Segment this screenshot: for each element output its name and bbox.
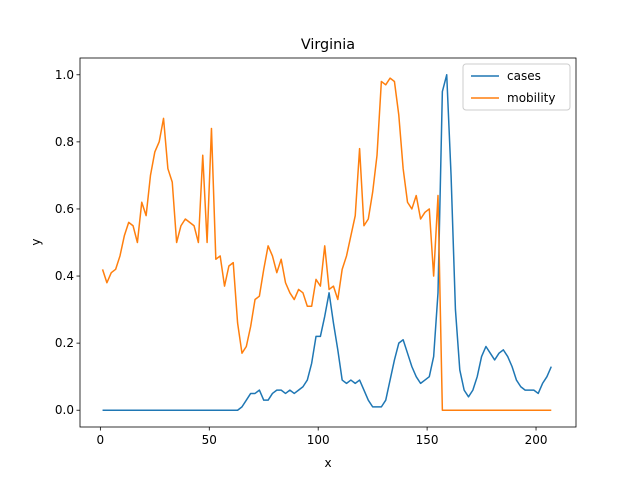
x-tick-label: 150 — [416, 433, 439, 447]
series-line — [101, 77, 552, 411]
series-line — [102, 74, 552, 411]
x-axis-label: x — [324, 456, 331, 470]
y-tick-label: 0.6 — [55, 202, 74, 216]
y-tick-label: 0.8 — [55, 135, 74, 149]
x-tick-label: 50 — [202, 433, 217, 447]
legend-label: mobility — [507, 91, 555, 105]
y-tick-label: 1.0 — [55, 68, 74, 82]
chart-title: Virginia — [301, 37, 355, 53]
x-tick-label: 100 — [307, 433, 330, 447]
y-axis-label: y — [29, 238, 43, 245]
legend-label: cases — [507, 69, 541, 83]
y-tick-label: 0.2 — [55, 336, 74, 350]
x-tick-label: 200 — [525, 433, 548, 447]
axes-frame — [79, 57, 577, 428]
y-tick-label: 0.0 — [55, 403, 74, 417]
y-tick-label: 0.4 — [55, 269, 74, 283]
x-tick-label: 0 — [97, 433, 105, 447]
